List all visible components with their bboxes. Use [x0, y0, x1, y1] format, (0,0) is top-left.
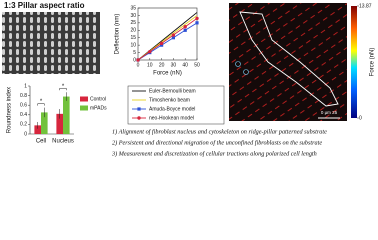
nucleus-marker	[243, 69, 249, 75]
y-tick-label: 20	[130, 28, 136, 34]
point	[183, 28, 187, 32]
y-tick-label: 5	[133, 50, 136, 56]
x-tick-label: 40	[182, 62, 188, 68]
point	[171, 33, 176, 37]
colorbar-tick-label: 0	[359, 115, 362, 121]
legend-swatch	[80, 96, 88, 102]
y-tick-label: 30	[130, 13, 136, 19]
x-tick-label: 50	[194, 62, 200, 68]
x-tick-label: Nucleus	[52, 139, 74, 145]
bar	[56, 113, 63, 134]
scale-bar-label: 0 μm 25	[321, 110, 338, 115]
graphical-abstract: 1:3 Pillar aspect ratio 0 μm 25 Force (n…	[2, 1, 376, 157]
significance-label: *	[62, 84, 65, 90]
x-tick-label: 20	[159, 62, 165, 68]
point	[136, 58, 140, 62]
page: 1:3 Pillar aspect ratio 0 μm 25 Force (n…	[2, 1, 376, 158]
x-tick-label: Cell	[36, 139, 46, 145]
force-map	[229, 3, 347, 121]
legend-label: Amuda-Boyce model	[149, 106, 195, 112]
plot-frame	[137, 7, 198, 61]
series-line	[137, 18, 198, 61]
bar	[63, 96, 70, 134]
y-tick-label: 25	[130, 20, 136, 26]
legend-label: Control	[90, 96, 106, 102]
point	[171, 36, 175, 40]
caption: 2) Persistent and directional migration …	[112, 139, 322, 146]
x-tick-label: 10	[147, 62, 153, 68]
y-tick-label: 0.8	[20, 93, 27, 99]
sem-label: 1:3 Pillar aspect ratio	[4, 1, 85, 10]
y-tick-label: 0.2	[20, 122, 27, 128]
sem-image	[2, 12, 100, 74]
y-axis-label: Roundness index	[7, 87, 13, 133]
legend-label: neo-Hookean model	[149, 115, 194, 121]
series-line	[137, 22, 198, 61]
y-tick-label: 1	[24, 83, 27, 89]
y-tick-label: 0	[24, 131, 27, 137]
point	[159, 41, 164, 46]
legend-marker	[137, 116, 141, 120]
legend-swatch	[80, 105, 88, 111]
y-tick-label: 15	[130, 35, 136, 41]
significance-bracket	[59, 87, 67, 91]
point	[183, 25, 187, 29]
cell-outline	[239, 11, 339, 107]
caption: 1) Alignment of fibroblast nucleus and c…	[112, 128, 327, 135]
nucleus-marker	[235, 61, 241, 67]
legend-label: Euler-Bernoulli beam	[149, 88, 196, 94]
x-axis-label: Force (nN)	[153, 71, 182, 77]
point	[195, 16, 199, 21]
bar	[41, 112, 48, 134]
y-tick-label: 35	[130, 5, 136, 11]
legend-marker	[137, 107, 141, 111]
y-tick-label: 10	[130, 42, 136, 48]
caption: 3) Measurement and discretization of cel…	[111, 150, 317, 157]
colorbar	[351, 6, 357, 118]
bar	[34, 125, 41, 134]
point	[148, 49, 152, 54]
colorbar-label: Force (nN)	[370, 48, 376, 77]
y-axis-label: Deflection (nm)	[115, 14, 121, 55]
significance-bracket	[37, 103, 45, 106]
point	[195, 21, 199, 25]
y-tick-label: 0.4	[20, 112, 27, 118]
significance-label: *	[40, 99, 43, 105]
x-tick-label: 30	[171, 62, 177, 68]
x-tick-label: 0	[137, 62, 140, 68]
y-tick-label: 0.6	[20, 103, 27, 109]
colorbar-tick-label: 13.87	[359, 3, 372, 9]
legend-label: Timoshenko beam	[149, 97, 190, 103]
legend-label: mPADs	[90, 105, 107, 111]
point	[160, 43, 164, 47]
y-tick-label: 0	[133, 57, 136, 63]
